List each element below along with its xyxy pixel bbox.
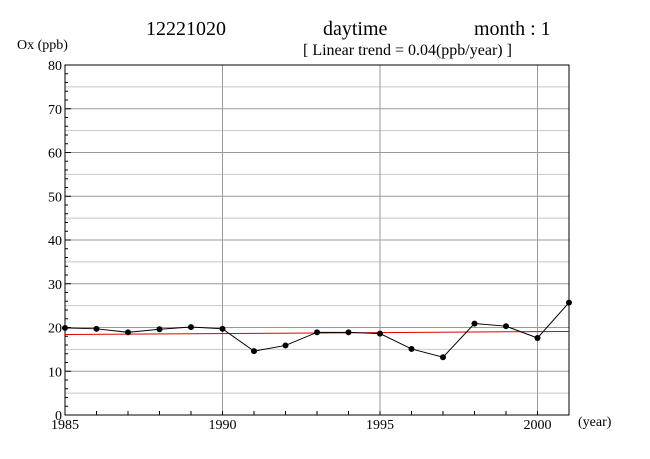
data-point <box>219 325 226 332</box>
data-point <box>566 299 572 306</box>
data-point <box>471 320 478 327</box>
data-point <box>440 354 446 361</box>
x-tick-label: 2000 <box>524 418 552 433</box>
y-tick-label: 80 <box>48 59 62 74</box>
y-tick-label: 30 <box>48 278 62 293</box>
y-tick-label: 10 <box>48 365 62 380</box>
x-tick-label: 1990 <box>209 418 237 433</box>
x-tick-label: 1985 <box>51 418 79 433</box>
x-tick-label: 1995 <box>366 418 394 433</box>
data-point <box>251 348 257 355</box>
data-point <box>93 325 100 332</box>
data-point <box>125 329 131 336</box>
x-axis-label: (year) <box>578 415 612 430</box>
y-tick-label: 60 <box>48 147 62 162</box>
y-tick-label: 40 <box>48 234 62 249</box>
y-tick-label: 50 <box>48 190 62 205</box>
data-point <box>188 324 194 331</box>
data-point <box>314 329 320 336</box>
month-label: month : 1 <box>474 18 551 40</box>
y-tick-label: 0 <box>55 409 62 424</box>
y-axis-label: Ox (ppb) <box>17 38 68 53</box>
data-point <box>408 345 415 352</box>
period-label: daytime <box>323 18 388 40</box>
data-point <box>503 323 509 330</box>
data-point <box>345 329 352 336</box>
y-tick-label: 20 <box>48 322 62 337</box>
data-point <box>377 330 383 337</box>
station-code: 12221020 <box>146 18 226 40</box>
data-point <box>534 335 541 341</box>
data-point <box>156 326 163 333</box>
data-point <box>62 324 68 331</box>
data-point <box>282 342 289 349</box>
y-tick-label: 70 <box>48 103 62 118</box>
trend-label: [ Linear trend = 0.04(ppb/year) ] <box>303 42 512 59</box>
